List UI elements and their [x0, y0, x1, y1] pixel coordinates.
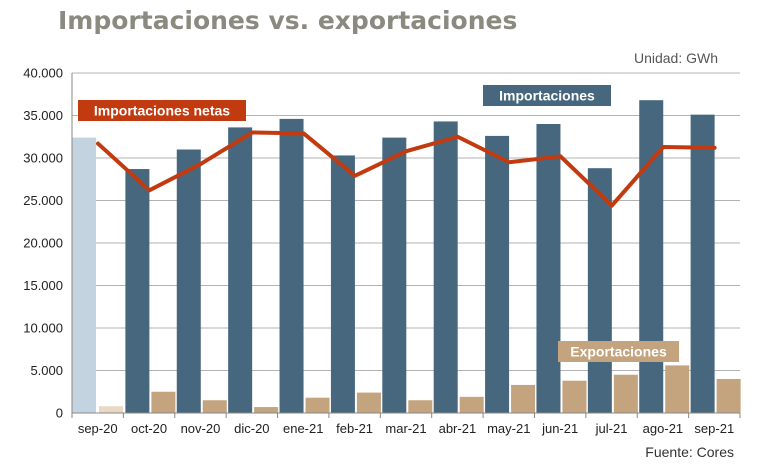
- y-tick-label: 0: [56, 406, 63, 421]
- bar-exportaciones-ene-21: [305, 397, 330, 413]
- bar-exportaciones-jul-21: [613, 374, 638, 413]
- bar-exportaciones-mar-21: [408, 400, 433, 413]
- line-importaciones-netas: [96, 130, 717, 208]
- x-tick-label: jul-21: [595, 421, 628, 436]
- x-tick-label: mar-21: [385, 421, 426, 436]
- x-tick-label: nov-20: [181, 421, 221, 436]
- bar-importaciones-jun-21: [536, 124, 561, 413]
- bar-importaciones-mar-21: [382, 137, 407, 413]
- bars: [72, 100, 741, 414]
- bar-exportaciones-oct-20: [151, 391, 176, 413]
- y-tick-label: 20.000: [23, 236, 63, 251]
- bar-exportaciones-jun-21: [562, 380, 587, 413]
- bar-exportaciones-may-21: [511, 384, 536, 413]
- bar-exportaciones-sep-20: [99, 406, 123, 413]
- bar-exportaciones-sep-21: [716, 379, 741, 413]
- bar-importaciones-may-21: [485, 135, 510, 413]
- net-imports-line: [96, 130, 717, 208]
- x-tick-label: feb-21: [336, 421, 373, 436]
- legend-label: Importaciones: [499, 88, 595, 104]
- x-tick-label: ene-21: [283, 421, 323, 436]
- bar-importaciones-feb-21: [330, 155, 355, 413]
- x-tick-label: oct-20: [131, 421, 167, 436]
- bar-importaciones-ago-21: [639, 100, 664, 413]
- bar-exportaciones-nov-20: [202, 400, 227, 413]
- bar-importaciones-oct-20: [125, 169, 150, 413]
- x-tick-label: dic-20: [234, 421, 269, 436]
- legend-box-1: [483, 85, 611, 106]
- y-axis-ticks: 0 5.000 10.000 15.000 20.000 25.000 30.000 35.0…: [23, 66, 63, 421]
- bar-importaciones-abr-21: [433, 121, 458, 413]
- y-tick-label: 15.000: [23, 278, 63, 293]
- bar-exportaciones-dic-20: [254, 407, 279, 413]
- unit-label: Unidad: GWh: [633, 50, 718, 66]
- x-tick-label: may-21: [487, 421, 530, 436]
- x-tick-label: sep-21: [694, 421, 734, 436]
- x-tick-label: abr-21: [439, 421, 477, 436]
- bar-importaciones-jul-21: [587, 168, 612, 413]
- bar-importaciones-sep-21: [690, 114, 715, 414]
- bar-exportaciones-ago-21: [665, 365, 690, 413]
- legend-label: Exportaciones: [570, 344, 667, 360]
- legend: Importaciones netas Importaciones Exportac…: [78, 85, 679, 362]
- bar-exportaciones-abr-21: [459, 396, 484, 413]
- y-tick-label: 30.000: [23, 151, 63, 166]
- chart-title: Importaciones vs. exportaciones: [58, 6, 518, 35]
- source-label: Fuente: Cores: [645, 444, 734, 460]
- bar-importaciones-dic-20: [228, 127, 253, 414]
- x-tick-label: jun-21: [541, 421, 578, 436]
- legend-label: Importaciones netas: [94, 103, 230, 119]
- legend-box-2: [558, 341, 679, 362]
- legend-box-0: [78, 100, 246, 121]
- y-tick-label: 10.000: [23, 321, 63, 336]
- bar-importaciones-nov-20: [176, 149, 201, 413]
- bar-importaciones-ene-21: [279, 118, 304, 414]
- x-tick-label: sep-20: [78, 421, 118, 436]
- y-tick-label: 5.000: [30, 363, 63, 378]
- y-tick-label: 40.000: [23, 66, 63, 81]
- x-tick-label: ago-21: [643, 421, 683, 436]
- bar-importaciones-sep-20: [72, 137, 96, 413]
- bar-exportaciones-feb-21: [356, 392, 381, 413]
- y-tick-label: 35.000: [23, 108, 63, 123]
- axes: [71, 73, 741, 418]
- y-tick-label: 25.000: [23, 193, 63, 208]
- x-axis-ticks: sep-20 oct-20 nov-20 dic-20 ene-21 feb-21 mar-…: [78, 421, 734, 436]
